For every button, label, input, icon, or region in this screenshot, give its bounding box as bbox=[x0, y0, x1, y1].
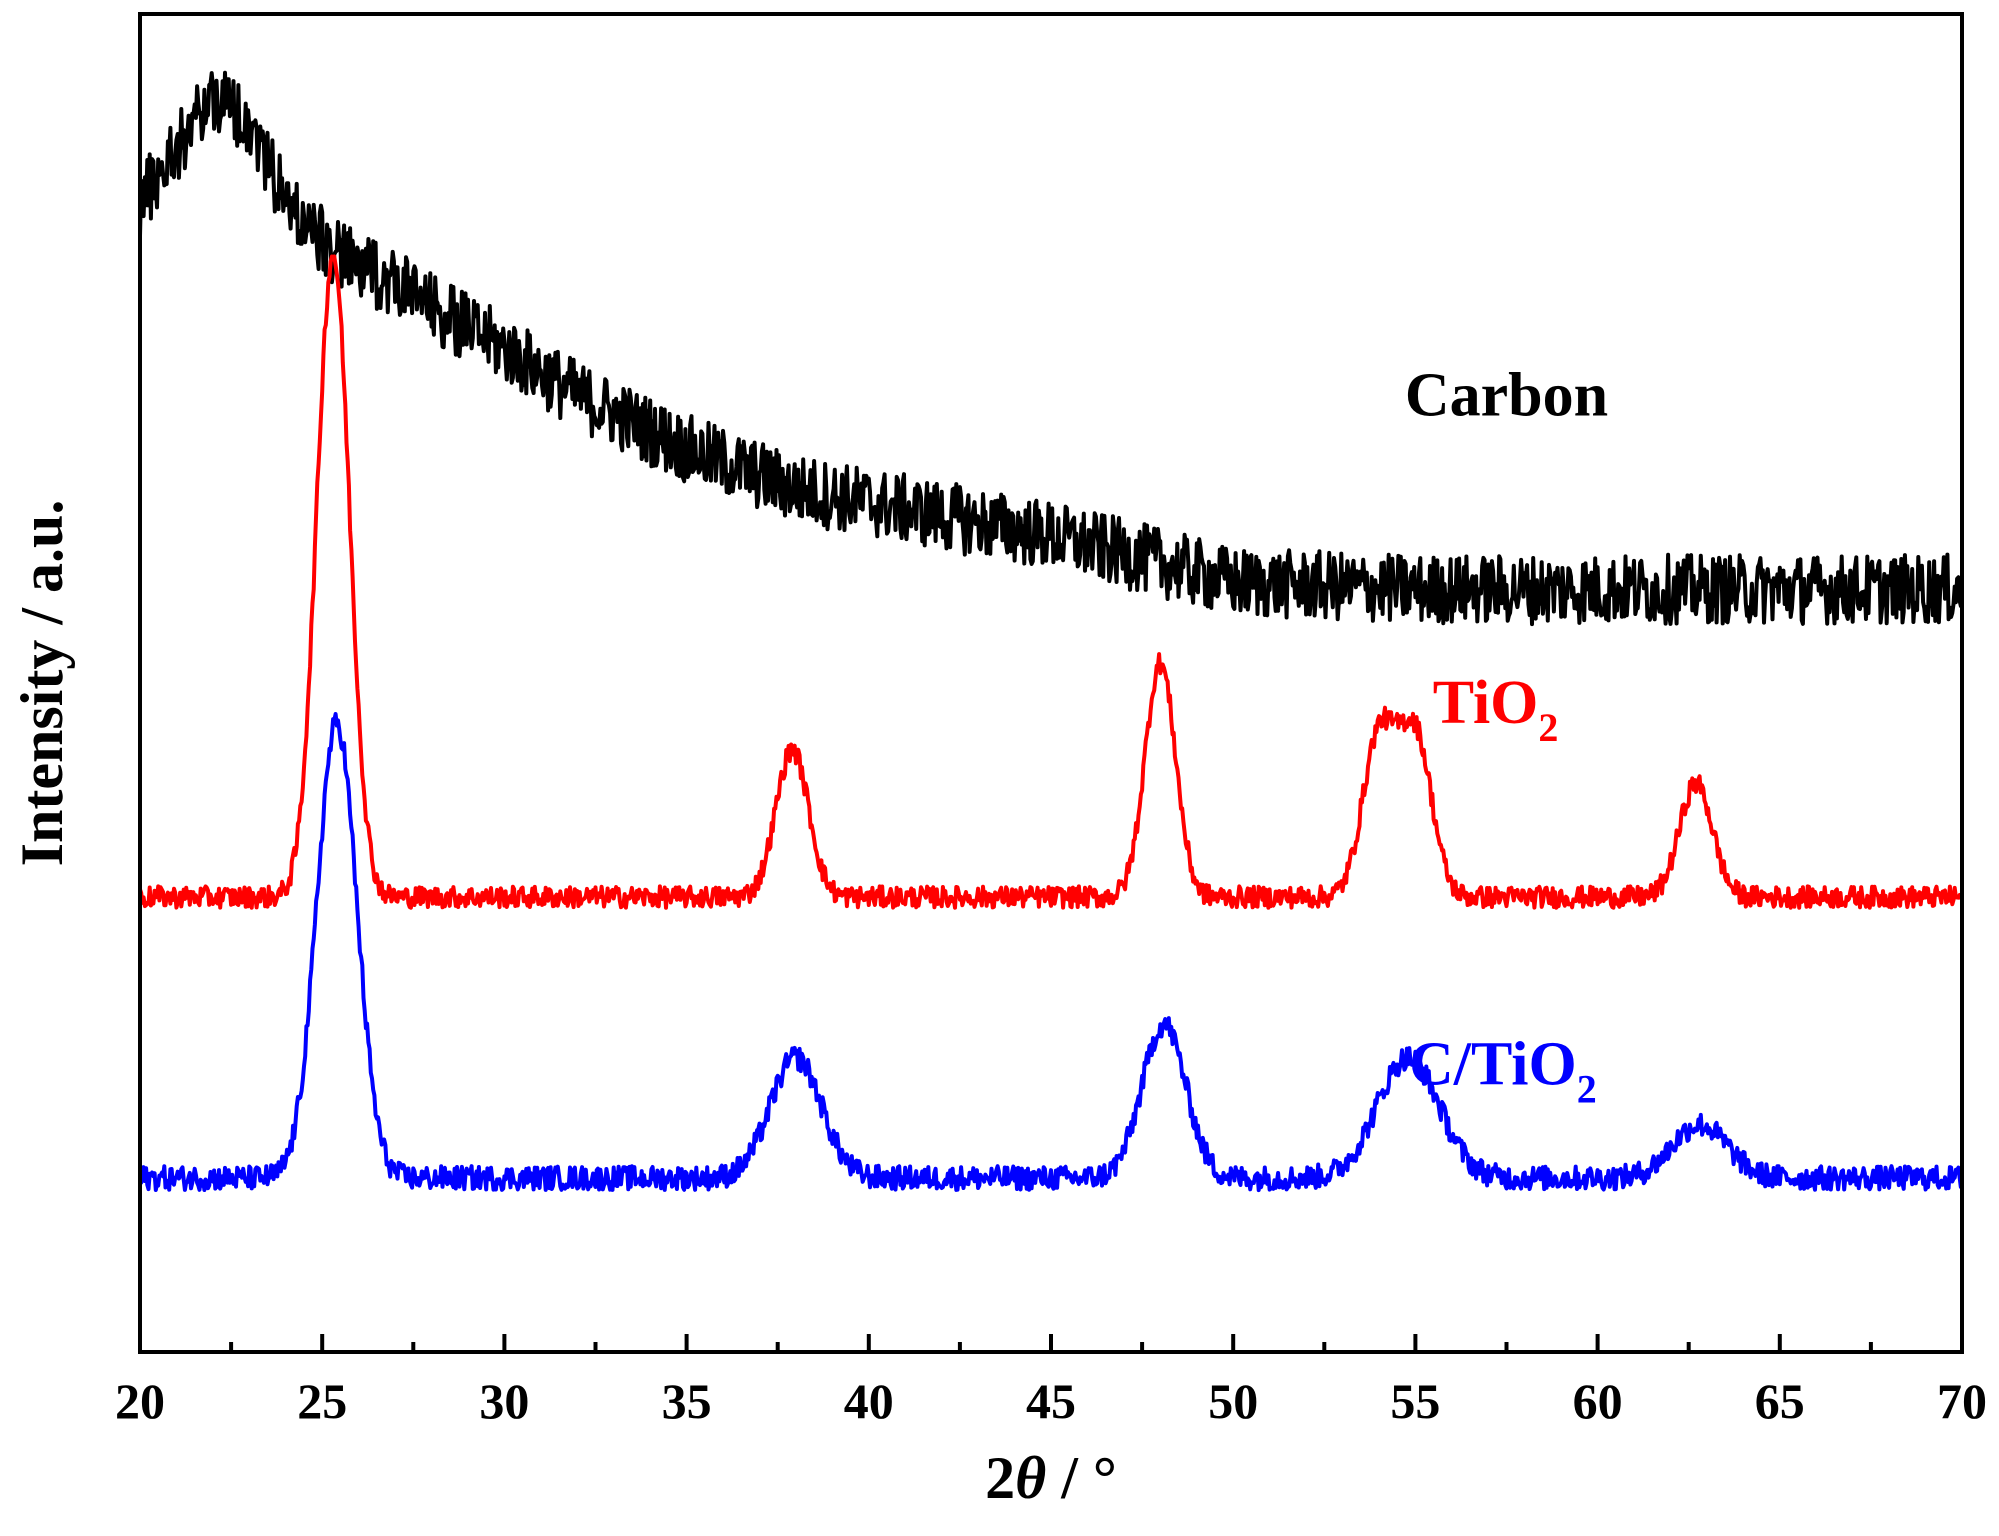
x-axis-title: 2θ / ° bbox=[985, 1445, 1117, 1511]
x-tick-label: 60 bbox=[1573, 1373, 1623, 1429]
x-tick-label: 70 bbox=[1937, 1373, 1987, 1429]
x-tick-label: 40 bbox=[844, 1373, 894, 1429]
series-line-carbon bbox=[138, 70, 1964, 627]
x-tick-label: 35 bbox=[662, 1373, 712, 1429]
series-labels: Carbon TiO2 C/TiO2 bbox=[1405, 361, 1608, 1111]
x-axis-ticks bbox=[138, 1334, 1964, 1352]
x-tick-label: 50 bbox=[1208, 1373, 1258, 1429]
x-axis-title-suffix: / ° bbox=[1046, 1445, 1117, 1511]
series-layer bbox=[138, 70, 1964, 1193]
x-tick-label: 45 bbox=[1026, 1373, 1076, 1429]
x-axis-title-prefix: 2 bbox=[985, 1445, 1015, 1511]
x-tick-label: 30 bbox=[479, 1373, 529, 1429]
x-tick-label: 25 bbox=[297, 1373, 347, 1429]
x-tick-label: 55 bbox=[1390, 1373, 1440, 1429]
x-axis-tick-labels: 20 25 30 35 40 45 50 55 60 65 70 bbox=[115, 1373, 1987, 1429]
series-label-tio2: TiO2 bbox=[1433, 669, 1559, 750]
series-line-c-tio2 bbox=[138, 712, 1963, 1193]
y-axis-title: Intensity / a.u. bbox=[9, 500, 75, 867]
x-tick-label: 65 bbox=[1755, 1373, 1805, 1429]
x-axis-title-theta: θ bbox=[1015, 1445, 1046, 1511]
x-tick-label: 20 bbox=[115, 1373, 165, 1429]
plot-frame bbox=[138, 12, 1964, 1354]
series-label-c-tio2: C/TiO2 bbox=[1409, 1030, 1597, 1111]
series-line-tio2 bbox=[138, 254, 1964, 910]
series-label-carbon: Carbon bbox=[1405, 361, 1608, 429]
